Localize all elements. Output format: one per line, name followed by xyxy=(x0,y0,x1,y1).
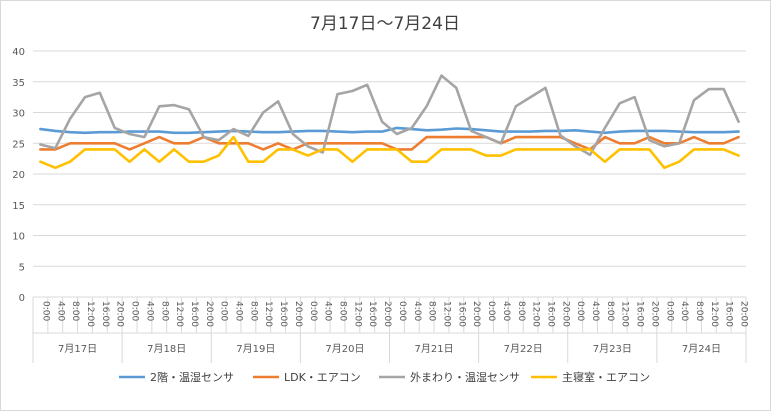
x-tick-label: 16:00 xyxy=(367,301,377,327)
x-tick-label: 8:00 xyxy=(248,301,258,321)
y-axis-ticks: 0 5 10 15 20 25 30 35 40 xyxy=(12,47,25,304)
x-tick-label: 8:00 xyxy=(516,301,526,321)
x-tick-label: 20:00 xyxy=(739,301,749,327)
x-tick-label: 12:00 xyxy=(174,301,184,327)
y-tick-label: 35 xyxy=(12,78,25,89)
x-tick-label: 20:00 xyxy=(560,301,570,327)
y-tick-label: 20 xyxy=(12,170,25,181)
x-tick-label: 8:00 xyxy=(159,301,169,321)
chart-title: 7月17日～7月24日 xyxy=(310,14,460,34)
day-label: 7月19日 xyxy=(236,343,275,355)
series-line-1 xyxy=(39,126,740,135)
day-label: 7月22日 xyxy=(504,343,543,355)
x-tick-label: 12:00 xyxy=(620,301,630,327)
day-label: 7月21日 xyxy=(415,343,454,355)
x-tick-label: 4:00 xyxy=(679,301,689,321)
x-axis: 0:00 4:00 8:00 12:00 16:00 20:00 0:00 4:00 8:00 1… xyxy=(32,297,749,363)
x-tick-label: 0:00 xyxy=(575,301,585,321)
series-line-4 xyxy=(39,135,740,170)
x-tick-label: 16:00 xyxy=(545,301,555,327)
x-tick-label: 20:00 xyxy=(115,301,125,327)
x-tick-label: 4:00 xyxy=(55,301,65,321)
day-label: 7月17日 xyxy=(58,343,97,355)
gridlines xyxy=(33,50,746,298)
x-tick-label: 4:00 xyxy=(501,301,511,321)
series-line-3 xyxy=(39,74,740,157)
x-tick-label: 20:00 xyxy=(382,301,392,327)
x-tick-label: 0:00 xyxy=(486,301,496,321)
x-tick-label: 16:00 xyxy=(635,301,645,327)
x-tick-label: 16:00 xyxy=(724,301,734,327)
x-tick-label: 12:00 xyxy=(441,301,451,327)
day-label: 7月20日 xyxy=(325,343,364,355)
x-tick-label: 16:00 xyxy=(278,301,288,327)
x-tick-label: 8:00 xyxy=(70,301,80,321)
x-tick-label: 8:00 xyxy=(427,301,437,321)
x-tick-label: 12:00 xyxy=(709,301,719,327)
series-lines xyxy=(39,74,740,170)
x-tick-label: 12:00 xyxy=(531,301,541,327)
x-tick-label: 16:00 xyxy=(189,301,199,327)
y-tick-label: 10 xyxy=(12,232,25,243)
x-tick-label: 12:00 xyxy=(85,301,95,327)
legend-label-1: 2階・温湿センサ xyxy=(150,370,234,384)
x-tick-label: 0:00 xyxy=(664,301,674,321)
legend-label-2: LDK・エアコン xyxy=(284,371,361,384)
y-tick-label: 0 xyxy=(19,293,25,304)
x-tick-label: 0:00 xyxy=(40,301,50,321)
x-tick-label: 8:00 xyxy=(338,301,348,321)
x-tick-label: 0:00 xyxy=(130,301,140,321)
legend-label-3: 外まわり・温湿センサ xyxy=(410,371,520,384)
x-tick-label: 0:00 xyxy=(219,301,229,321)
x-tick-label: 4:00 xyxy=(412,301,422,321)
x-tick-label: 8:00 xyxy=(694,301,704,321)
x-tick-label: 0:00 xyxy=(308,301,318,321)
x-tick-label: 20:00 xyxy=(204,301,214,327)
series-line-2 xyxy=(39,135,740,151)
x-tick-label: 4:00 xyxy=(590,301,600,321)
x-tick-label: 12:00 xyxy=(352,301,362,327)
x-tick-label: 20:00 xyxy=(471,301,481,327)
x-tick-label: 4:00 xyxy=(323,301,333,321)
y-tick-label: 30 xyxy=(12,109,25,120)
y-tick-label: 5 xyxy=(19,262,25,273)
x-tick-label: 16:00 xyxy=(100,301,110,327)
x-tick-label: 12:00 xyxy=(263,301,273,327)
y-tick-label: 15 xyxy=(12,201,25,212)
x-tick-label: 20:00 xyxy=(293,301,303,327)
x-tick-label: 16:00 xyxy=(456,301,466,327)
x-tick-label: 8:00 xyxy=(605,301,615,321)
day-label: 7月23日 xyxy=(593,343,632,355)
day-label: 7月24日 xyxy=(682,343,721,355)
x-tick-label: 0:00 xyxy=(397,301,407,321)
x-tick-label: 20:00 xyxy=(649,301,659,327)
x-tick-label: 4:00 xyxy=(144,301,154,321)
legend: 2階・温湿センサ LDK・エアコン 外まわり・温湿センサ 主寝室・エアコン xyxy=(119,370,650,384)
legend-label-4: 主寝室・エアコン xyxy=(562,370,650,384)
y-tick-label: 25 xyxy=(12,139,25,150)
y-tick-label: 40 xyxy=(12,47,25,58)
day-label: 7月18日 xyxy=(147,343,186,355)
x-tick-label: 4:00 xyxy=(234,301,244,321)
